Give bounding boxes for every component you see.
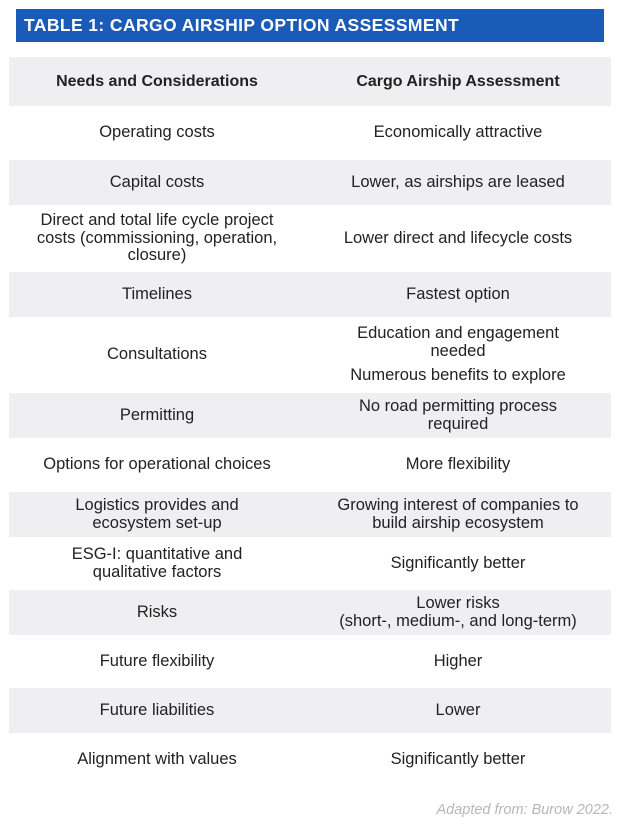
table-row: Direct and total life cycle project costs…: [9, 209, 611, 268]
assessment-text: Fastest option: [406, 284, 510, 303]
need-text: Future liabilities: [99, 700, 215, 719]
table-row: Permitting No road permitting process requ…: [9, 393, 611, 438]
column-header-assessment: Cargo Airship Assessment: [356, 72, 560, 90]
assessment-cell: Education and engagement needed Numerous b…: [305, 321, 611, 389]
need-text: Operating costs: [99, 123, 215, 142]
need-text: Alignment with values: [77, 749, 237, 768]
assessment-cell: Lower direct and lifecycle costs: [305, 209, 611, 268]
table-header-row: Needs and Considerations Cargo Airship A…: [9, 57, 611, 106]
need-cell: Future flexibility: [9, 639, 305, 684]
need-text: Permitting: [119, 405, 195, 424]
assessment-cell: Lower risks (short-, medium-, and long-te…: [305, 590, 611, 635]
need-cell: ESG-I: quantitative and qualitative facto…: [9, 541, 305, 586]
assessment-cell: Growing interest of companies to build ai…: [305, 492, 611, 537]
table-row: Options for operational choices More flex…: [9, 442, 611, 488]
assessment-text: Economically attractive: [373, 123, 543, 142]
need-text: Timelines: [122, 284, 192, 303]
table-row: Consultations Education and engagement nee…: [9, 321, 611, 389]
need-text: Direct and total life cycle project: [40, 211, 274, 230]
assessment-text: build airship ecosystem: [372, 513, 544, 532]
table-row: Risks Lower risks (short-, medium-, and lo…: [9, 590, 611, 635]
need-text: Logistics provides and: [75, 496, 239, 514]
need-cell: Options for operational choices: [9, 442, 305, 488]
assessment-text: Lower risks: [416, 594, 500, 612]
need-text: Options for operational choices: [43, 455, 271, 474]
assessment-text: Lower direct and lifecycle costs: [343, 228, 573, 247]
need-cell: Operating costs: [9, 110, 305, 156]
need-text: Future flexibility: [99, 651, 215, 670]
assessment-cell: No road permitting process required: [305, 393, 611, 438]
table-row: Timelines Fastest option: [9, 272, 611, 317]
assessment-text: (short-, medium-, and long-term): [339, 611, 577, 630]
need-cell: Consultations: [9, 321, 305, 389]
table-row: ESG-I: quantitative and qualitative facto…: [9, 541, 611, 586]
column-header-needs: Needs and Considerations: [56, 72, 258, 90]
assessment-text: needed: [430, 341, 486, 360]
assessment-text: required: [427, 414, 489, 433]
table-row: Future flexibility Higher: [9, 639, 611, 684]
assessment-cell: Fastest option: [305, 272, 611, 317]
assessment-cell: Economically attractive: [305, 110, 611, 156]
source-note: Adapted from: Burow 2022.: [436, 802, 613, 818]
need-text: Consultations: [107, 345, 207, 364]
need-cell: Logistics provides and ecosystem set-up: [9, 492, 305, 537]
assessment-text: More flexibility: [405, 455, 511, 474]
need-cell: Permitting: [9, 393, 305, 438]
assessment-text: Significantly better: [390, 553, 526, 572]
need-cell: Alignment with values: [9, 737, 305, 782]
assessment-table: Needs and Considerations Cargo Airship A…: [9, 57, 611, 786]
need-text: ESG-I: quantitative and: [71, 545, 243, 563]
table-row: Alignment with values Significantly bette…: [9, 737, 611, 782]
assessment-cell: Significantly better: [305, 737, 611, 782]
assessment-cell: Higher: [305, 639, 611, 684]
table-row: Logistics provides and ecosystem set-up Gr…: [9, 492, 611, 537]
assessment-text: No road permitting process: [358, 397, 558, 415]
table-body: Operating costs Economically attractive Ca…: [9, 110, 611, 782]
need-text: Risks: [136, 602, 178, 621]
table-title: TABLE 1: CARGO AIRSHIP OPTION ASSESSMENT: [24, 15, 460, 35]
need-text: Capital costs: [109, 172, 205, 191]
need-text: closure): [127, 246, 187, 265]
need-text: qualitative factors: [92, 562, 222, 581]
need-text: ecosystem set-up: [92, 513, 222, 532]
table-row: Future liabilities Lower: [9, 688, 611, 733]
assessment-text: Lower, as airships are leased: [351, 172, 565, 191]
need-cell: Capital costs: [9, 160, 305, 205]
assessment-text: Education and engagement: [357, 324, 559, 343]
assessment-text: Lower: [435, 700, 481, 719]
assessment-text: Higher: [433, 651, 483, 670]
need-cell: Timelines: [9, 272, 305, 317]
assessment-text: Growing interest of companies to: [337, 496, 579, 514]
assessment-cell: Lower: [305, 688, 611, 733]
assessment-cell: Significantly better: [305, 541, 611, 586]
assessment-cell: More flexibility: [305, 442, 611, 488]
assessment-text: Numerous benefits to explore: [350, 366, 566, 385]
need-cell: Direct and total life cycle project costs…: [9, 209, 305, 268]
table-row: Capital costs Lower, as airships are leas…: [9, 160, 611, 205]
need-cell: Risks: [9, 590, 305, 635]
need-cell: Future liabilities: [9, 688, 305, 733]
need-text: costs (commissioning, operation,: [36, 228, 278, 247]
assessment-cell: Lower, as airships are leased: [305, 160, 611, 205]
assessment-text: Significantly better: [390, 749, 526, 768]
table-title-bar: TABLE 1: CARGO AIRSHIP OPTION ASSESSMENT: [16, 9, 604, 42]
table-row: Operating costs Economically attractive: [9, 110, 611, 156]
